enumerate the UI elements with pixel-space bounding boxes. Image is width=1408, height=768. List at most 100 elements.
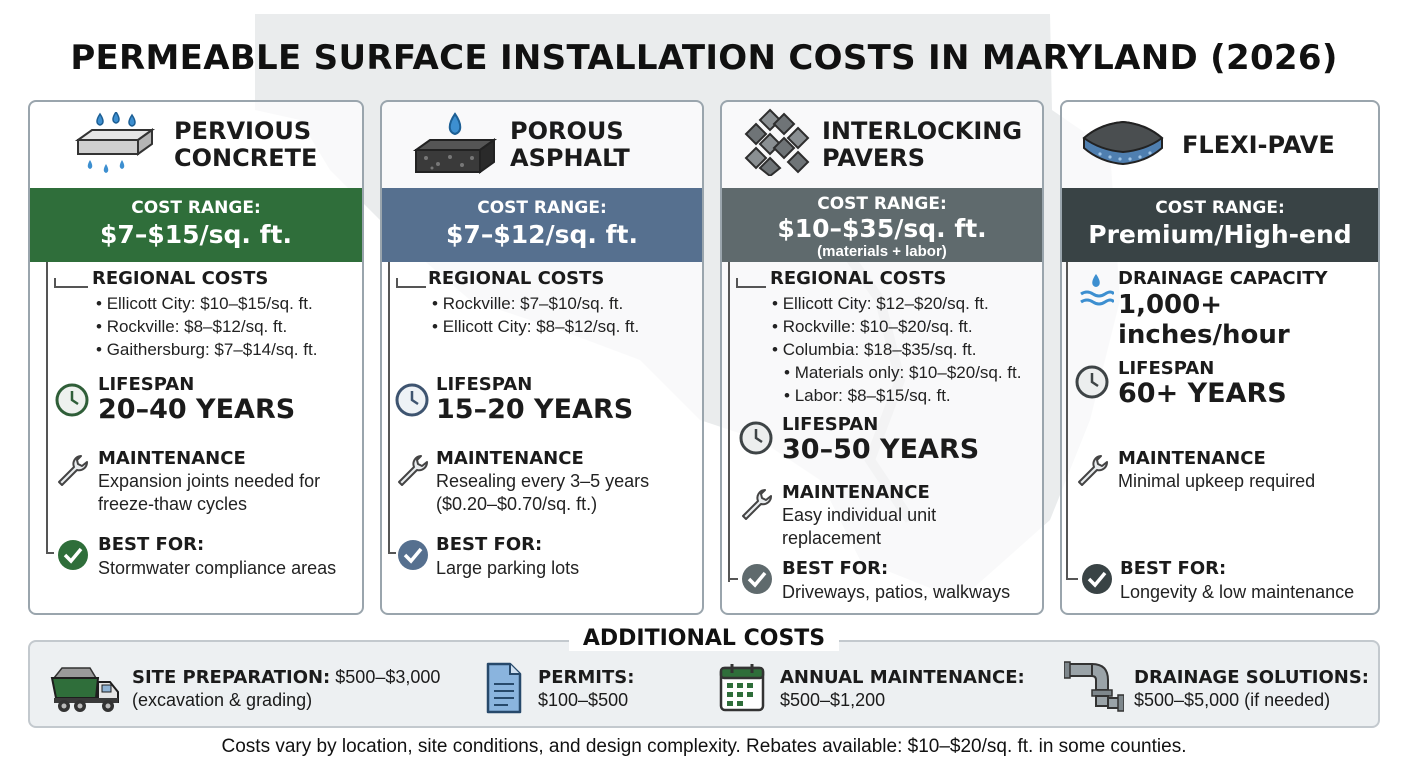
pervious-concrete-icon: [74, 112, 156, 173]
list-item: Ellicott City: $12–$20/sq. ft.: [772, 292, 1021, 315]
card-header: POROUS ASPHALT: [382, 102, 702, 188]
annual-maintenance-cost: ANNUAL MAINTENANCE: $500–$1,200: [780, 667, 1025, 710]
best-for-heading: BEST FOR:: [98, 534, 205, 555]
best-for-value: Large parking lots: [436, 558, 580, 578]
list-item: Columbia: $18–$35/sq. ft.: [772, 338, 1021, 361]
cost-range-label: COST RANGE:: [1155, 198, 1285, 218]
connector-hook: [396, 278, 426, 288]
cost-range-band: COST RANGE: $7–$12/sq. ft.: [382, 188, 702, 262]
list-item: Labor: $8–$15/sq. ft.: [772, 384, 1021, 407]
list-item: Rockville: $10–$20/sq. ft.: [772, 315, 1021, 338]
additional-costs-title-wrap: ADDITIONAL COSTS: [0, 626, 1408, 651]
clock-icon: [739, 421, 773, 455]
cost-range-value: $7–$15/sq. ft.: [100, 220, 292, 249]
clock-icon: [1075, 365, 1109, 399]
permits-cost: PERMITS: $100–$500: [538, 667, 635, 710]
card-header: INTERLOCKING PAVERS: [722, 102, 1042, 188]
water-drainage-icon: [1080, 274, 1114, 306]
connector-hook: [54, 278, 88, 288]
cost-range-value: $10–$35/sq. ft.: [777, 214, 987, 243]
maintenance-heading: MAINTENANCE: [98, 448, 246, 469]
list-item: Gaithersburg: $7–$14/sq. ft.: [96, 338, 318, 361]
list-item: Materials only: $10–$20/sq. ft.: [772, 361, 1022, 384]
cost-range-band: COST RANGE: $10–$35/sq. ft. (materials +…: [722, 188, 1042, 262]
calendar-icon: [719, 664, 765, 712]
connector-hook: [728, 578, 738, 580]
best-for-heading: BEST FOR:: [1120, 558, 1227, 579]
drainage-capacity-value: 1,000+ inches/hour: [1118, 290, 1290, 350]
page-title: PERMEABLE SURFACE INSTALLATION COSTS IN …: [70, 38, 1338, 78]
regional-costs-list: Ellicott City: $12–$20/sq. ft. Rockville…: [772, 292, 1022, 407]
list-item: Ellicott City: $10–$15/sq. ft.: [96, 292, 317, 315]
additional-costs-panel: [28, 640, 1380, 728]
regional-costs-heading: REGIONAL COSTS: [428, 268, 605, 289]
cost-range-label: COST RANGE:: [817, 194, 947, 214]
connector-hook: [1066, 578, 1078, 580]
connector-hook: [388, 552, 396, 554]
lifespan-heading: LIFESPAN: [782, 414, 879, 435]
cost-range-band: COST RANGE: $7–$15/sq. ft.: [30, 188, 362, 262]
best-for-value: Longevity & low maintenance: [1120, 582, 1355, 602]
card-title: FLEXI-PAVE: [1182, 131, 1335, 159]
card-header: FLEXI-PAVE: [1062, 102, 1378, 188]
site-preparation-cost: SITE PREPARATION: $500–$3,000 (excavatio…: [132, 667, 441, 710]
regional-costs-list: Rockville: $7–$10/sq. ft. Ellicott City:…: [432, 292, 640, 338]
card-flexi-pave: FLEXI-PAVE COST RANGE: Premium/High-end …: [1060, 100, 1380, 615]
connector-line: [46, 262, 48, 552]
card-interlocking-pavers: INTERLOCKING PAVERS COST RANGE: $10–$35/s…: [720, 100, 1044, 615]
pipe-icon: [1064, 661, 1124, 712]
maintenance-heading: MAINTENANCE: [1118, 448, 1266, 469]
cost-range-band: COST RANGE: Premium/High-end: [1062, 188, 1378, 262]
clock-icon: [395, 383, 429, 417]
best-for-value: Stormwater compliance areas: [98, 558, 337, 578]
list-item: Rockville: $8–$12/sq. ft.: [96, 315, 317, 338]
document-icon: [486, 662, 522, 714]
lifespan-heading: LIFESPAN: [1118, 358, 1215, 379]
lifespan-value: 60+ YEARS: [1118, 378, 1287, 409]
connector-line: [388, 262, 390, 552]
maintenance-text: Easy individual unit replacement: [782, 505, 937, 548]
card-title: POROUS ASPHALT: [510, 117, 630, 172]
best-for-heading: BEST FOR:: [782, 558, 889, 579]
wrench-icon: [742, 489, 772, 520]
cost-range-value: $7–$12/sq. ft.: [446, 220, 638, 249]
cost-range-label: COST RANGE:: [131, 198, 261, 218]
lifespan-heading: LIFESPAN: [98, 374, 195, 395]
checkmark-icon: [742, 564, 772, 594]
maintenance-text: Minimal upkeep required: [1118, 471, 1316, 491]
card-title: PERVIOUS CONCRETE: [174, 117, 318, 172]
additional-costs-title: ADDITIONAL COSTS: [568, 626, 840, 651]
card-porous-asphalt: POROUS ASPHALT COST RANGE: $7–$12/sq. ft.…: [380, 100, 704, 615]
regional-costs-heading: REGIONAL COSTS: [92, 268, 269, 289]
connector-hook: [736, 278, 766, 288]
drainage-solutions-cost: DRAINAGE SOLUTIONS: $500–$5,000 (if need…: [1134, 667, 1369, 710]
maintenance-text: Resealing every 3–5 years ($0.20–$0.70/sq…: [436, 471, 650, 514]
wrench-icon: [58, 455, 88, 486]
cost-range-value: Premium/High-end: [1088, 220, 1352, 249]
connector-line: [728, 262, 730, 582]
regional-costs-heading: REGIONAL COSTS: [770, 268, 947, 289]
maintenance-heading: MAINTENANCE: [782, 482, 930, 503]
interlocking-pavers-icon: [744, 108, 810, 176]
flexi-pave-icon: [1082, 120, 1164, 166]
checkmark-icon: [1082, 564, 1112, 594]
card-title: INTERLOCKING PAVERS: [822, 117, 1023, 172]
list-item: Rockville: $7–$10/sq. ft.: [432, 292, 639, 315]
wrench-icon: [398, 455, 428, 486]
lifespan-value: 30–50 YEARS: [782, 434, 980, 465]
maintenance-heading: MAINTENANCE: [436, 448, 584, 469]
regional-costs-list: Ellicott City: $10–$15/sq. ft. Rockville…: [96, 292, 318, 361]
list-item: Ellicott City: $8–$12/sq. ft.: [432, 315, 640, 338]
card-header: PERVIOUS CONCRETE: [30, 102, 362, 188]
lifespan-value: 15–20 YEARS: [436, 394, 634, 425]
best-for-heading: BEST FOR:: [436, 534, 543, 555]
porous-asphalt-icon: [412, 112, 498, 174]
wrench-icon: [1078, 455, 1108, 486]
checkmark-icon: [398, 540, 428, 570]
lifespan-value: 20–40 YEARS: [98, 394, 296, 425]
card-pervious-concrete: PERVIOUS CONCRETE COST RANGE: $7–$15/sq. …: [28, 100, 364, 615]
checkmark-icon: [58, 540, 88, 570]
footer-note: Costs vary by location, site conditions,…: [221, 736, 1187, 757]
connector-line: [1066, 262, 1068, 580]
cost-range-note: (materials + labor): [817, 243, 947, 260]
